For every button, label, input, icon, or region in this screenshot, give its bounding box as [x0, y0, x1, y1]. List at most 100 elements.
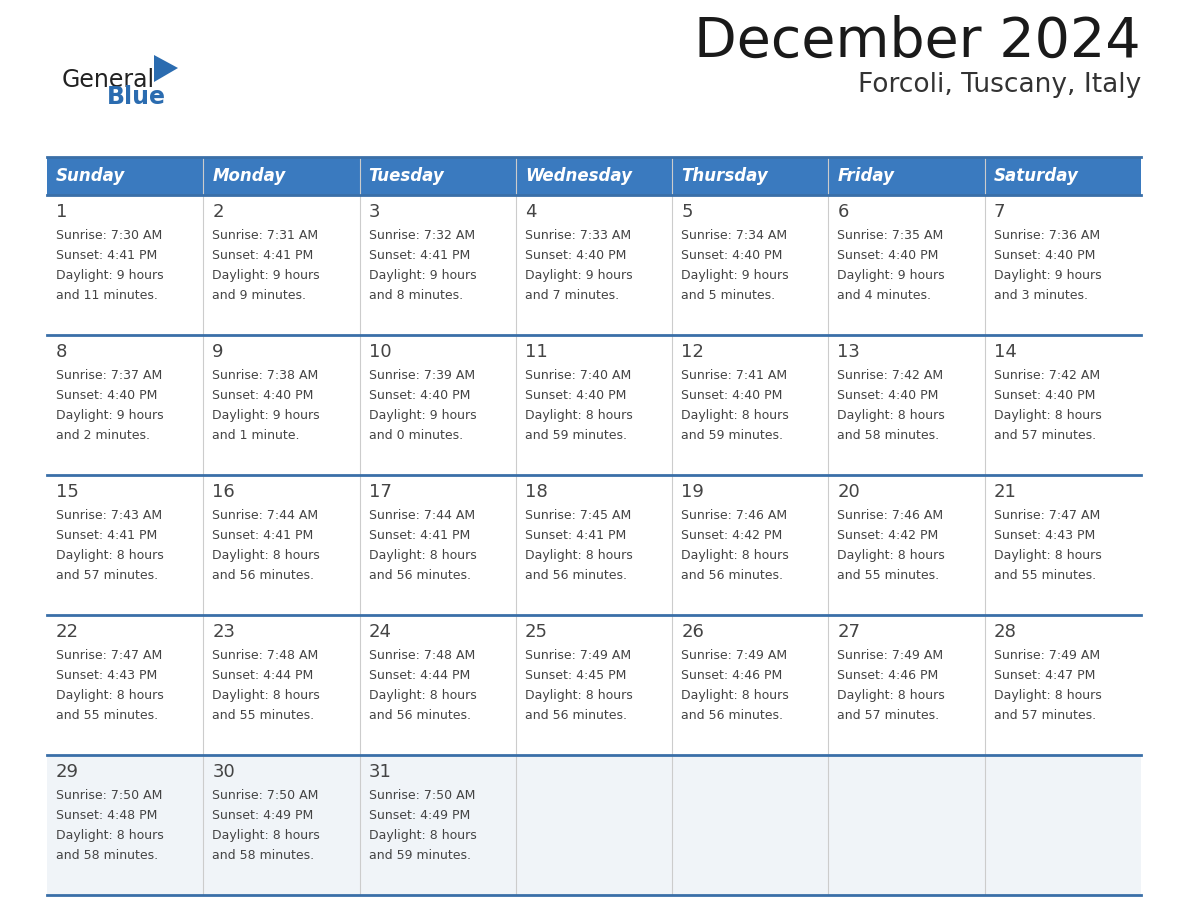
Text: Sunset: 4:41 PM: Sunset: 4:41 PM [56, 529, 157, 542]
Text: Sunset: 4:44 PM: Sunset: 4:44 PM [368, 669, 469, 682]
Text: Sunset: 4:41 PM: Sunset: 4:41 PM [213, 529, 314, 542]
Text: Sunset: 4:40 PM: Sunset: 4:40 PM [838, 389, 939, 402]
Text: Daylight: 8 hours: Daylight: 8 hours [56, 829, 164, 842]
Text: and 57 minutes.: and 57 minutes. [993, 709, 1095, 722]
Text: 8: 8 [56, 343, 68, 361]
Text: and 11 minutes.: and 11 minutes. [56, 289, 158, 302]
Text: Sunrise: 7:50 AM: Sunrise: 7:50 AM [368, 789, 475, 802]
Text: 24: 24 [368, 623, 392, 641]
Text: and 56 minutes.: and 56 minutes. [213, 569, 315, 582]
Text: Sunrise: 7:49 AM: Sunrise: 7:49 AM [525, 649, 631, 662]
Text: Sunset: 4:49 PM: Sunset: 4:49 PM [213, 809, 314, 822]
Text: Sunset: 4:40 PM: Sunset: 4:40 PM [681, 389, 783, 402]
Text: Sunset: 4:40 PM: Sunset: 4:40 PM [368, 389, 470, 402]
Text: 6: 6 [838, 203, 848, 221]
Text: Daylight: 9 hours: Daylight: 9 hours [525, 269, 632, 282]
Text: Daylight: 8 hours: Daylight: 8 hours [525, 549, 632, 562]
Text: General: General [62, 68, 156, 92]
Text: Blue: Blue [107, 85, 166, 109]
Text: and 4 minutes.: and 4 minutes. [838, 289, 931, 302]
Text: 20: 20 [838, 483, 860, 501]
Text: Sunrise: 7:35 AM: Sunrise: 7:35 AM [838, 229, 943, 242]
Text: and 56 minutes.: and 56 minutes. [681, 709, 783, 722]
Text: 15: 15 [56, 483, 78, 501]
Text: Sunrise: 7:49 AM: Sunrise: 7:49 AM [681, 649, 788, 662]
Text: 11: 11 [525, 343, 548, 361]
Text: and 0 minutes.: and 0 minutes. [368, 429, 462, 442]
Text: Sunrise: 7:30 AM: Sunrise: 7:30 AM [56, 229, 163, 242]
Text: Sunrise: 7:42 AM: Sunrise: 7:42 AM [993, 369, 1100, 382]
Text: 9: 9 [213, 343, 223, 361]
Text: Sunrise: 7:33 AM: Sunrise: 7:33 AM [525, 229, 631, 242]
Text: 29: 29 [56, 763, 78, 781]
Text: and 9 minutes.: and 9 minutes. [213, 289, 307, 302]
Text: Daylight: 8 hours: Daylight: 8 hours [993, 549, 1101, 562]
Bar [48, 157, 1140, 195]
Text: Sunset: 4:49 PM: Sunset: 4:49 PM [368, 809, 469, 822]
Text: Sunset: 4:43 PM: Sunset: 4:43 PM [993, 529, 1095, 542]
Text: Sunset: 4:40 PM: Sunset: 4:40 PM [56, 389, 157, 402]
Text: Sunset: 4:41 PM: Sunset: 4:41 PM [56, 249, 157, 262]
Text: Sunset: 4:40 PM: Sunset: 4:40 PM [993, 389, 1095, 402]
Text: Wednesday: Wednesday [525, 167, 632, 185]
Text: Forcoli, Tuscany, Italy: Forcoli, Tuscany, Italy [858, 72, 1140, 98]
Text: Daylight: 8 hours: Daylight: 8 hours [838, 549, 946, 562]
Text: Daylight: 9 hours: Daylight: 9 hours [213, 409, 320, 422]
Text: Sunrise: 7:47 AM: Sunrise: 7:47 AM [56, 649, 163, 662]
Text: Sunrise: 7:41 AM: Sunrise: 7:41 AM [681, 369, 788, 382]
Text: 30: 30 [213, 763, 235, 781]
Text: Daylight: 8 hours: Daylight: 8 hours [838, 409, 946, 422]
Text: Daylight: 8 hours: Daylight: 8 hours [525, 689, 632, 702]
Text: and 58 minutes.: and 58 minutes. [838, 429, 940, 442]
Text: #222222: #222222 [62, 71, 69, 72]
Text: and 5 minutes.: and 5 minutes. [681, 289, 776, 302]
Text: Sunset: 4:40 PM: Sunset: 4:40 PM [838, 249, 939, 262]
Text: 31: 31 [368, 763, 392, 781]
Text: Sunset: 4:47 PM: Sunset: 4:47 PM [993, 669, 1095, 682]
Text: Sunset: 4:44 PM: Sunset: 4:44 PM [213, 669, 314, 682]
Text: Daylight: 9 hours: Daylight: 9 hours [56, 269, 164, 282]
Text: Daylight: 8 hours: Daylight: 8 hours [368, 689, 476, 702]
Text: 17: 17 [368, 483, 392, 501]
Text: 18: 18 [525, 483, 548, 501]
Text: Sunrise: 7:45 AM: Sunrise: 7:45 AM [525, 509, 631, 522]
Text: Sunset: 4:48 PM: Sunset: 4:48 PM [56, 809, 157, 822]
Text: Daylight: 8 hours: Daylight: 8 hours [993, 409, 1101, 422]
Bar [48, 755, 1140, 895]
Bar [48, 195, 1140, 335]
Text: Saturday: Saturday [993, 167, 1079, 185]
Text: Thursday: Thursday [681, 167, 767, 185]
Text: and 56 minutes.: and 56 minutes. [525, 709, 627, 722]
Text: Sunrise: 7:43 AM: Sunrise: 7:43 AM [56, 509, 162, 522]
Text: Sunset: 4:42 PM: Sunset: 4:42 PM [838, 529, 939, 542]
Text: and 8 minutes.: and 8 minutes. [368, 289, 462, 302]
Text: 19: 19 [681, 483, 704, 501]
Text: and 58 minutes.: and 58 minutes. [56, 849, 158, 862]
Text: and 1 minute.: and 1 minute. [213, 429, 299, 442]
Text: Daylight: 8 hours: Daylight: 8 hours [681, 689, 789, 702]
Bar [48, 615, 1140, 755]
Text: Sunrise: 7:49 AM: Sunrise: 7:49 AM [838, 649, 943, 662]
Text: and 55 minutes.: and 55 minutes. [56, 709, 158, 722]
Text: Sunrise: 7:32 AM: Sunrise: 7:32 AM [368, 229, 475, 242]
Text: Sunday: Sunday [56, 167, 125, 185]
Text: Sunset: 4:40 PM: Sunset: 4:40 PM [681, 249, 783, 262]
Text: Sunset: 4:41 PM: Sunset: 4:41 PM [213, 249, 314, 262]
Text: 13: 13 [838, 343, 860, 361]
Text: and 56 minutes.: and 56 minutes. [525, 569, 627, 582]
Text: Sunrise: 7:39 AM: Sunrise: 7:39 AM [368, 369, 475, 382]
Text: Monday: Monday [213, 167, 285, 185]
Text: Daylight: 9 hours: Daylight: 9 hours [368, 409, 476, 422]
Text: Sunset: 4:46 PM: Sunset: 4:46 PM [681, 669, 783, 682]
Text: Sunset: 4:42 PM: Sunset: 4:42 PM [681, 529, 783, 542]
Polygon shape [154, 55, 178, 82]
Text: Daylight: 8 hours: Daylight: 8 hours [213, 689, 320, 702]
Text: Sunrise: 7:47 AM: Sunrise: 7:47 AM [993, 509, 1100, 522]
Text: 21: 21 [993, 483, 1017, 501]
Text: 2: 2 [213, 203, 223, 221]
Text: Sunset: 4:41 PM: Sunset: 4:41 PM [368, 529, 469, 542]
Text: Daylight: 9 hours: Daylight: 9 hours [56, 409, 164, 422]
Text: Daylight: 8 hours: Daylight: 8 hours [213, 829, 320, 842]
Text: and 56 minutes.: and 56 minutes. [368, 569, 470, 582]
Text: Tuesday: Tuesday [368, 167, 444, 185]
